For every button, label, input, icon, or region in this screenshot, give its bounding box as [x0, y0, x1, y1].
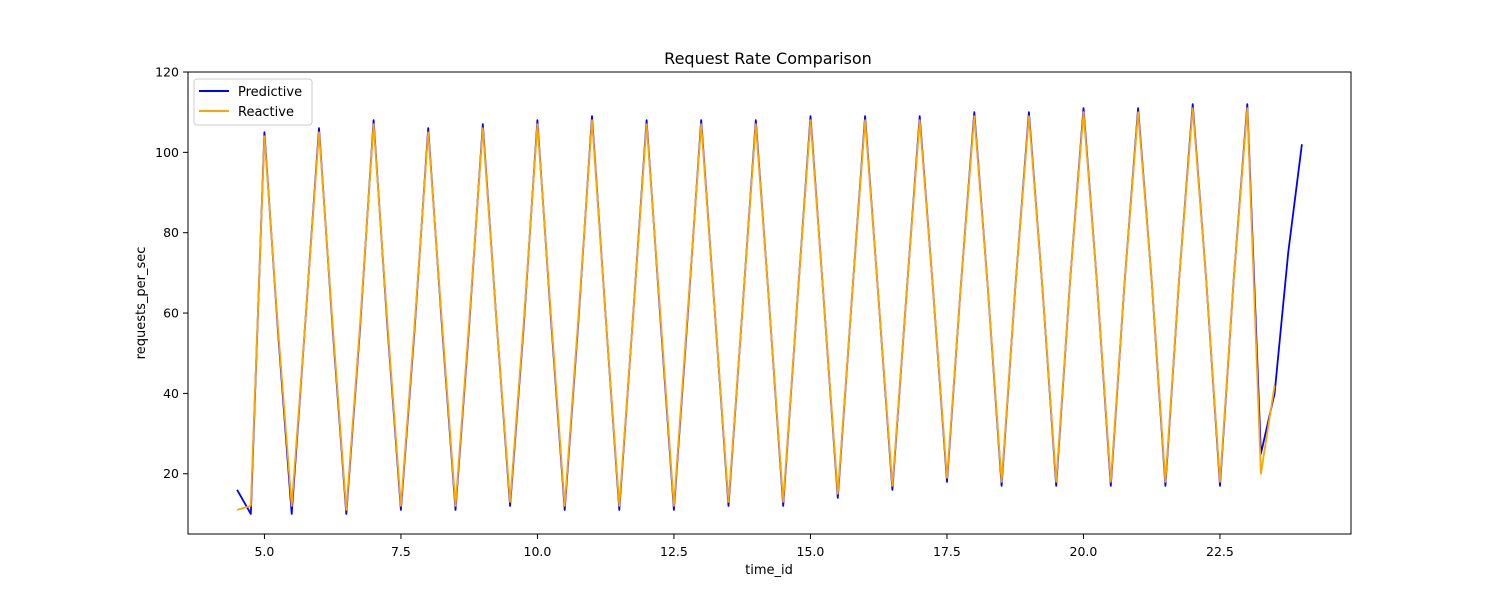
- legend-label-predictive: Predictive: [238, 85, 302, 100]
- x-tick-label: 10.0: [524, 544, 552, 559]
- x-axis-label: time_id: [745, 563, 793, 578]
- legend: Predictive Reactive: [193, 78, 313, 126]
- x-tick-label: 5.0: [254, 544, 274, 559]
- y-tick-label: 60: [163, 306, 179, 321]
- legend-label-reactive: Reactive: [238, 105, 294, 120]
- x-tick-label: 7.5: [391, 544, 411, 559]
- x-tick-label: 12.5: [660, 544, 688, 559]
- x-tick-label: 17.5: [933, 544, 961, 559]
- x-tick-label: 15.0: [797, 544, 825, 559]
- x-axis: 5.0 7.5 10.0 12.5 15.0 17.5 20.0 22.5: [254, 534, 1234, 559]
- y-tick-label: 120: [155, 65, 179, 80]
- plot-frame: [187, 71, 1352, 535]
- x-tick-label: 20.0: [1070, 544, 1098, 559]
- y-axis: 20 40 60 80 100 120: [155, 65, 188, 481]
- y-tick-label: 40: [163, 386, 179, 401]
- x-tick-label: 22.5: [1206, 544, 1234, 559]
- plot-area: [236, 103, 1303, 515]
- chart-title: Request Rate Comparison: [664, 49, 872, 68]
- y-tick-label: 100: [155, 145, 179, 160]
- y-tick-label: 20: [163, 466, 179, 481]
- y-axis-label: requests_per_sec: [134, 247, 149, 360]
- y-tick-label: 80: [163, 225, 179, 240]
- series-line-reactive: [236, 107, 1276, 511]
